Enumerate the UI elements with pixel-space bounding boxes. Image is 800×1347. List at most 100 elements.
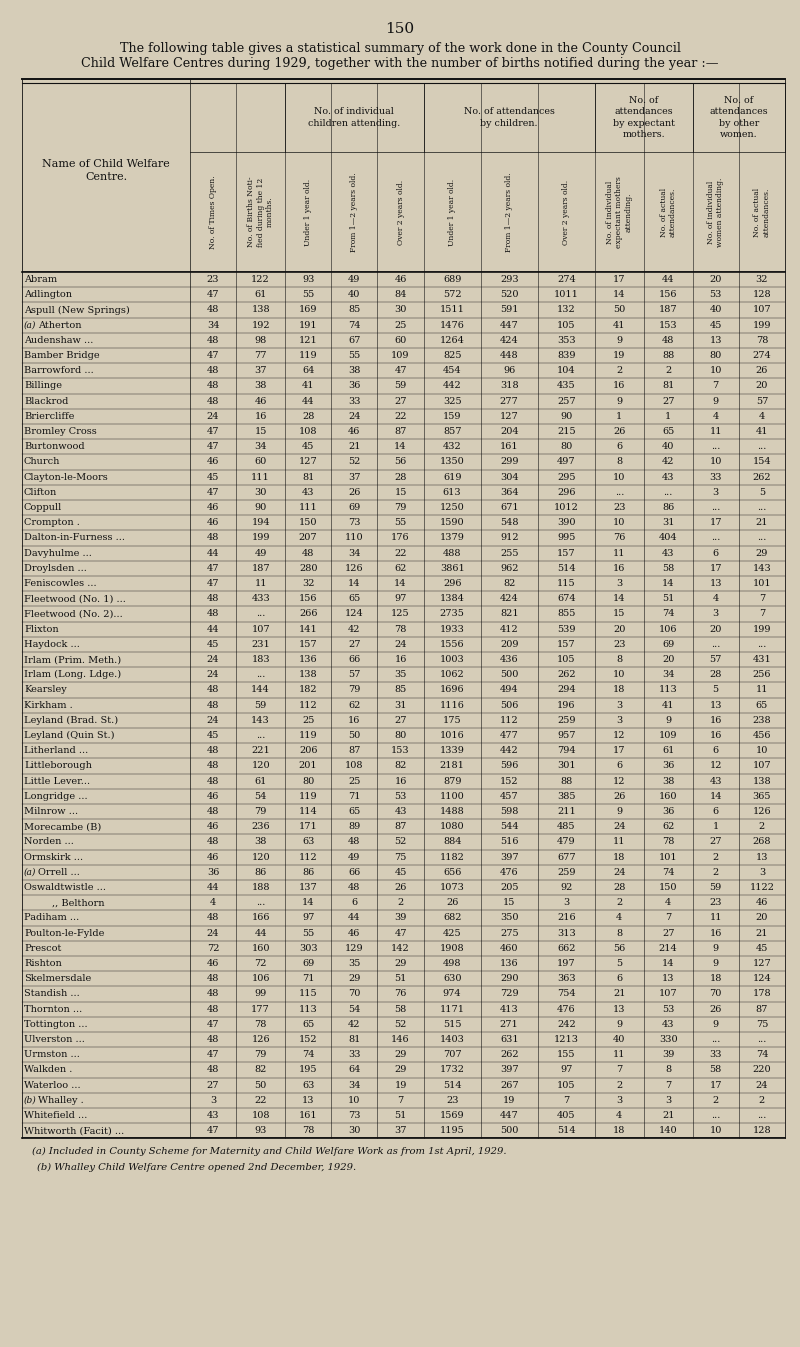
Text: Atherton: Atherton — [38, 321, 82, 330]
Text: 30: 30 — [254, 488, 267, 497]
Text: 857: 857 — [443, 427, 462, 436]
Text: 825: 825 — [443, 352, 462, 360]
Text: 70: 70 — [710, 990, 722, 998]
Text: Prescot: Prescot — [24, 944, 62, 952]
Text: 44: 44 — [302, 397, 314, 405]
Text: Waterloo ...: Waterloo ... — [24, 1080, 81, 1090]
Text: 88: 88 — [662, 352, 674, 360]
Text: 5: 5 — [759, 488, 765, 497]
Text: 154: 154 — [753, 458, 771, 466]
Text: Leyland (Quin St.): Leyland (Quin St.) — [24, 731, 114, 740]
Text: 22: 22 — [394, 548, 407, 558]
Text: 390: 390 — [557, 519, 575, 527]
Text: 157: 157 — [557, 640, 576, 649]
Text: No. of Times Open.: No. of Times Open. — [209, 175, 217, 249]
Text: 17: 17 — [710, 519, 722, 527]
Text: 59: 59 — [394, 381, 406, 391]
Text: 47: 47 — [207, 291, 219, 299]
Text: 23: 23 — [207, 275, 219, 284]
Text: 50: 50 — [613, 306, 626, 314]
Text: 92: 92 — [560, 884, 573, 892]
Text: 47: 47 — [394, 928, 407, 938]
Text: 514: 514 — [557, 564, 576, 572]
Text: 494: 494 — [500, 686, 518, 695]
Text: Aspull (New Springs): Aspull (New Springs) — [24, 306, 130, 315]
Text: 4: 4 — [665, 898, 671, 908]
Text: Under 1 year old.: Under 1 year old. — [304, 178, 312, 245]
Text: 44: 44 — [207, 625, 219, 633]
Text: 1350: 1350 — [440, 458, 465, 466]
Text: 127: 127 — [299, 458, 318, 466]
Text: 10: 10 — [710, 1126, 722, 1136]
Text: 29: 29 — [756, 548, 768, 558]
Text: Whitefield ...: Whitefield ... — [24, 1111, 87, 1121]
Text: 42: 42 — [662, 458, 674, 466]
Text: ...: ... — [758, 502, 766, 512]
Text: 156: 156 — [299, 594, 318, 603]
Text: 205: 205 — [500, 884, 518, 892]
Text: 19: 19 — [503, 1096, 515, 1105]
Text: Rishton: Rishton — [24, 959, 62, 968]
Text: 1080: 1080 — [440, 822, 465, 831]
Text: 87: 87 — [394, 822, 406, 831]
Text: 13: 13 — [710, 335, 722, 345]
Text: 236: 236 — [251, 822, 270, 831]
Text: 138: 138 — [753, 777, 771, 785]
Text: 17: 17 — [710, 1080, 722, 1090]
Text: 57: 57 — [710, 655, 722, 664]
Text: 460: 460 — [500, 944, 518, 952]
Text: 591: 591 — [500, 306, 518, 314]
Text: 43: 43 — [207, 1111, 219, 1121]
Text: 4: 4 — [210, 898, 216, 908]
Text: 206: 206 — [299, 746, 318, 756]
Text: 52: 52 — [348, 458, 361, 466]
Text: 912: 912 — [500, 533, 518, 543]
Text: 22: 22 — [394, 412, 407, 420]
Text: 183: 183 — [251, 655, 270, 664]
Text: 424: 424 — [500, 335, 518, 345]
Text: 48: 48 — [207, 306, 219, 314]
Text: 115: 115 — [557, 579, 576, 589]
Text: 24: 24 — [613, 822, 626, 831]
Text: 23: 23 — [710, 898, 722, 908]
Text: 425: 425 — [443, 928, 462, 938]
Text: 855: 855 — [557, 609, 575, 618]
Text: Blackrod: Blackrod — [24, 397, 68, 405]
Text: 259: 259 — [557, 867, 575, 877]
Text: Little Lever...: Little Lever... — [24, 777, 90, 785]
Text: Clayton-le-Moors: Clayton-le-Moors — [24, 473, 109, 482]
Text: 271: 271 — [500, 1020, 518, 1029]
Text: 46: 46 — [207, 792, 219, 801]
Text: 14: 14 — [662, 579, 674, 589]
Text: 454: 454 — [443, 366, 462, 376]
Text: 127: 127 — [500, 412, 518, 420]
Text: 31: 31 — [662, 519, 674, 527]
Text: 365: 365 — [753, 792, 771, 801]
Text: 631: 631 — [500, 1034, 518, 1044]
Text: 84: 84 — [394, 291, 406, 299]
Text: 44: 44 — [662, 275, 674, 284]
Text: 82: 82 — [394, 761, 406, 770]
Text: 74: 74 — [756, 1051, 768, 1059]
Text: 10: 10 — [613, 519, 626, 527]
Text: 40: 40 — [662, 442, 674, 451]
Text: 119: 119 — [299, 792, 318, 801]
Text: 48: 48 — [207, 807, 219, 816]
Text: 35: 35 — [394, 671, 406, 679]
Text: 38: 38 — [254, 381, 267, 391]
Text: No. of
attendances
by other
women.: No. of attendances by other women. — [710, 97, 768, 139]
Text: 3: 3 — [616, 715, 622, 725]
Text: 1171: 1171 — [440, 1005, 465, 1014]
Text: 81: 81 — [348, 1034, 361, 1044]
Text: 9: 9 — [713, 944, 718, 952]
Text: 436: 436 — [500, 655, 518, 664]
Text: Fleetwood (No. 2)...: Fleetwood (No. 2)... — [24, 609, 122, 618]
Text: 111: 111 — [251, 473, 270, 482]
Text: ...: ... — [614, 488, 624, 497]
Text: 57: 57 — [348, 671, 361, 679]
Text: 143: 143 — [251, 715, 270, 725]
Text: 119: 119 — [299, 352, 318, 360]
Text: ...: ... — [663, 488, 673, 497]
Text: 153: 153 — [659, 321, 678, 330]
Text: Church: Church — [24, 458, 60, 466]
